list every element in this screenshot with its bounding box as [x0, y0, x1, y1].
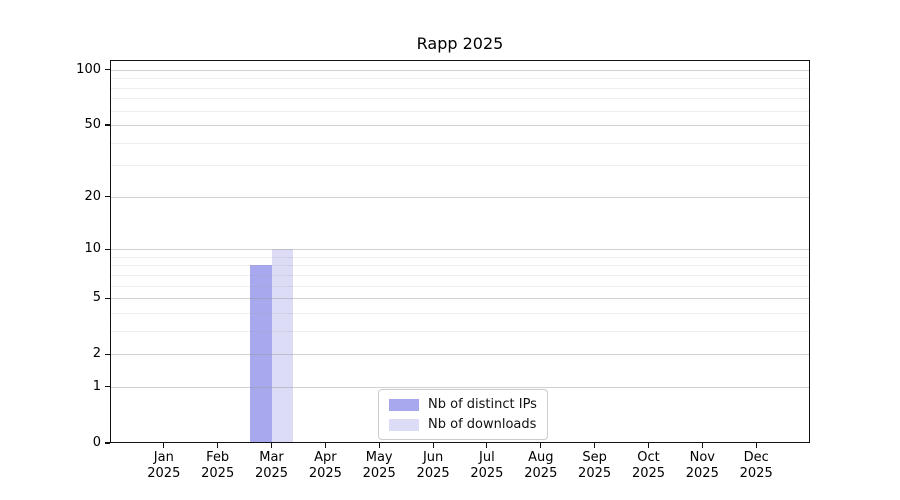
x-tick-label: Sep 2025	[567, 450, 623, 482]
x-tick-month: Oct	[637, 450, 660, 465]
x-tick-year: 2025	[739, 466, 773, 481]
y-grid-minor	[110, 274, 810, 276]
y-grid-minor	[110, 110, 810, 112]
y-grid-minor	[110, 265, 810, 267]
x-tick-month: Feb	[206, 450, 230, 465]
legend-item: Nb of downloads	[389, 417, 537, 432]
x-tick-mark	[486, 443, 488, 448]
x-tick-label: Aug 2025	[513, 450, 569, 482]
legend-swatch	[389, 398, 419, 411]
x-tick-year: 2025	[685, 466, 719, 481]
y-tick-label: 1	[92, 378, 101, 394]
x-tick-mark	[378, 443, 380, 448]
plot-frame	[110, 60, 810, 443]
x-tick-year: 2025	[201, 466, 235, 481]
x-tick-month: Aug	[528, 450, 554, 465]
y-grid-minor	[110, 78, 810, 80]
x-tick-month: Nov	[689, 450, 715, 465]
bar-nb-of-distinct-ips-mar	[250, 265, 272, 443]
x-tick-month: May	[365, 450, 393, 465]
x-tick-label: Dec 2025	[728, 450, 784, 482]
y-grid-minor	[110, 285, 810, 287]
y-grid-major	[110, 298, 810, 300]
y-tick-mark	[105, 196, 110, 198]
y-tick-mark	[105, 248, 110, 250]
y-tick-label: 0	[92, 435, 101, 450]
y-tick-label: 20	[84, 188, 101, 204]
x-tick-label: Jan 2025	[136, 450, 192, 482]
legend-label: Nb of distinct IPs	[428, 397, 537, 412]
x-tick-month: Jul	[479, 450, 495, 465]
x-tick-label: Mar 2025	[244, 450, 300, 482]
x-tick-label: Apr 2025	[297, 450, 353, 482]
x-tick-mark	[594, 443, 596, 448]
x-tick-year: 2025	[254, 466, 289, 481]
y-tick-label: 10	[84, 241, 101, 257]
x-tick-mark	[647, 443, 650, 448]
x-tick-month: Apr	[314, 450, 337, 465]
legend: Nb of distinct IPs Nb of downloads	[378, 389, 548, 440]
y-grid-major	[110, 354, 810, 356]
x-tick-mark	[324, 443, 326, 448]
x-tick-label: Feb 2025	[190, 450, 246, 482]
x-tick-year: 2025	[416, 466, 450, 481]
y-grid-major	[110, 249, 810, 251]
x-tick-mark	[701, 443, 703, 448]
y-grid-minor	[110, 142, 810, 144]
x-tick-mark	[432, 443, 434, 448]
y-tick-label: 2	[92, 346, 101, 362]
x-tick-label: Jun 2025	[405, 450, 461, 482]
legend-swatch	[389, 418, 419, 431]
bar-nb-of-downloads-mar	[271, 249, 293, 443]
y-tick-mark	[105, 69, 110, 71]
y-grid-minor	[110, 98, 810, 100]
y-grid-minor	[110, 165, 810, 167]
legend-item: Nb of distinct IPs	[389, 397, 537, 412]
x-tick-year: 2025	[578, 466, 612, 481]
y-grid-major	[110, 196, 810, 198]
x-tick-label: Jul 2025	[459, 450, 515, 482]
y-grid-major	[110, 386, 810, 388]
y-tick-mark	[105, 124, 110, 126]
y-tick-mark	[105, 442, 110, 444]
y-tick-mark	[105, 386, 110, 388]
y-grid-minor	[110, 312, 810, 314]
y-grid-major	[110, 69, 810, 71]
x-tick-year: 2025	[362, 466, 396, 481]
y-grid-minor	[110, 330, 810, 332]
x-tick-year: 2025	[308, 466, 342, 481]
x-tick-mark	[217, 443, 219, 448]
x-tick-year: 2025	[631, 466, 666, 481]
y-grid-minor	[110, 256, 810, 258]
x-tick-mark	[163, 443, 165, 448]
x-tick-mark	[540, 443, 542, 448]
y-grid-major	[110, 125, 810, 126]
x-tick-year: 2025	[470, 466, 504, 481]
x-tick-label: May 2025	[351, 450, 407, 482]
legend-label: Nb of downloads	[428, 417, 537, 432]
y-tick-label: 100	[76, 61, 101, 77]
y-tick-label: 5	[92, 290, 101, 306]
x-tick-label: Oct 2025	[621, 450, 677, 482]
x-tick-month: Jun	[422, 450, 444, 465]
x-tick-month: Dec	[743, 450, 769, 465]
x-tick-month: Mar	[259, 450, 284, 465]
x-tick-month: Sep	[582, 450, 607, 465]
x-tick-mark	[270, 443, 273, 448]
x-tick-mark	[755, 443, 757, 448]
x-tick-year: 2025	[524, 466, 558, 481]
chart-title: Rapp 2025	[416, 34, 504, 53]
y-tick-mark	[105, 297, 110, 299]
y-tick-mark	[105, 353, 110, 355]
y-grid-minor	[110, 87, 810, 89]
x-tick-month: Jan	[153, 450, 174, 465]
x-tick-year: 2025	[147, 466, 181, 481]
y-tick-label: 50	[84, 117, 101, 132]
x-tick-label: Nov 2025	[674, 450, 730, 482]
